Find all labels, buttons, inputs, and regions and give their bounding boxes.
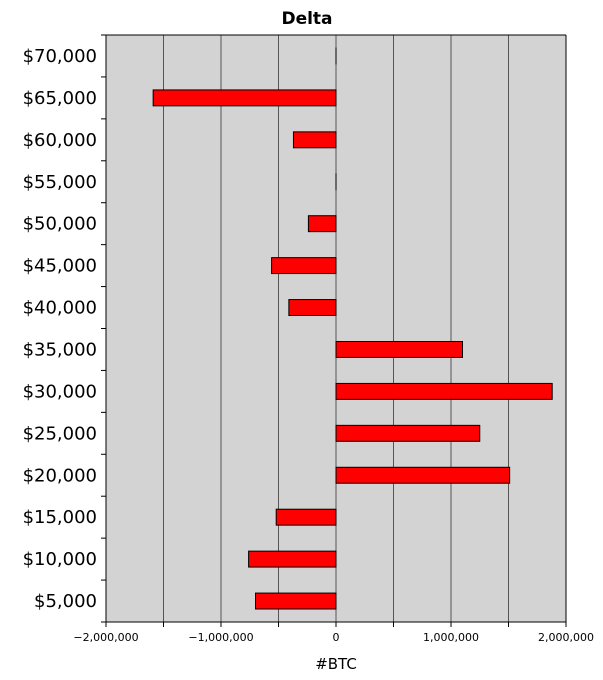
y-tick-label: $65,000 (23, 88, 97, 109)
y-tick-label: $10,000 (23, 549, 97, 570)
bar-10000 (248, 550, 337, 568)
y-tick-label: $50,000 (23, 214, 97, 235)
bar-5000 (255, 592, 337, 610)
y-tick-label: $15,000 (23, 507, 97, 528)
chart-title: Delta (281, 9, 332, 29)
y-tick-label: $70,000 (23, 46, 97, 67)
bar-30000 (335, 382, 553, 400)
bar-65000 (152, 89, 337, 107)
y-tick-label: $35,000 (23, 339, 97, 360)
y-tick-label: $5,000 (34, 591, 97, 612)
x-tick-label: 2,000,000 (538, 631, 594, 644)
bar-35000 (335, 340, 463, 358)
y-tick-label: $20,000 (23, 465, 97, 486)
y-tick-label: $40,000 (23, 298, 97, 319)
bar-40000 (288, 299, 337, 317)
y-tick-label: $25,000 (23, 423, 97, 444)
y-tick-label: $30,000 (23, 381, 97, 402)
x-tick-label: 1,000,000 (423, 631, 479, 644)
x-axis-label: #BTC (315, 655, 357, 673)
bar-25000 (335, 424, 481, 442)
bar-15000 (275, 508, 337, 526)
x-tick-label: 0 (333, 631, 340, 644)
bar-50000 (307, 215, 337, 233)
x-tick-label: −2,000,000 (73, 631, 138, 644)
bar-60000 (292, 131, 337, 149)
y-tick-label: $55,000 (23, 172, 97, 193)
bar-45000 (271, 257, 337, 275)
x-tick-label: −1,000,000 (188, 631, 253, 644)
y-tick-label: $45,000 (23, 256, 97, 277)
axes: $5,000 $10,000 $15,000 $20,000 $25,000 $30,00… (23, 34, 594, 644)
y-tick-label: $60,000 (23, 130, 97, 151)
bar-20000 (335, 466, 511, 484)
bars (152, 47, 553, 610)
